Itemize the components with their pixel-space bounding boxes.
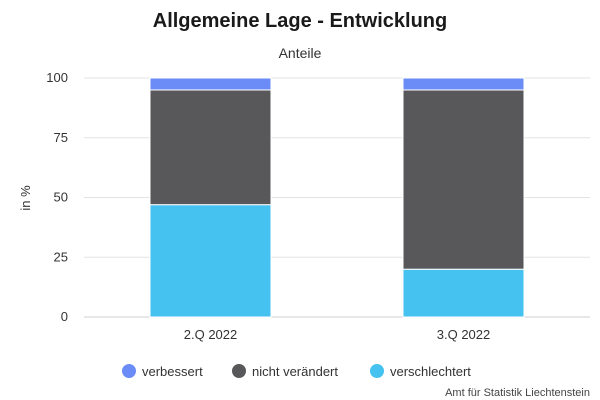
y-tick-label: 50 — [54, 190, 68, 205]
ticks: 0 25 50 75 100 2.Q 2022 3.Q 2022 — [46, 70, 490, 342]
bar-verbessert-1 — [402, 77, 525, 91]
legend-label: verbessert — [142, 364, 203, 379]
y-tick-label: 0 — [61, 309, 68, 324]
chart-title: Allgemeine Lage - Entwicklung — [153, 10, 448, 32]
y-tick-label: 75 — [54, 130, 68, 145]
bar-nicht-verändert-0 — [149, 89, 272, 206]
bar-verbessert-0 — [149, 77, 272, 91]
bars — [149, 77, 525, 318]
legend-swatch — [122, 364, 136, 378]
source-credit: Amt für Statistik Liechtenstein — [445, 387, 590, 399]
legend-swatch — [232, 364, 246, 378]
legend: verbessert nicht verändert verschlechtert — [122, 364, 471, 379]
legend-swatch — [370, 364, 384, 378]
bar-verschlechtert-1 — [402, 268, 525, 318]
bar-verschlechtert-0 — [149, 204, 272, 318]
x-tick-label: 2.Q 2022 — [184, 327, 238, 342]
bar-nicht-verändert-1 — [402, 89, 525, 270]
y-tick-label: 100 — [46, 70, 68, 85]
legend-item-nicht-verändert[interactable]: nicht verändert — [232, 364, 338, 379]
legend-item-verbessert[interactable]: verbessert — [122, 364, 203, 379]
chart-subtitle: Anteile — [279, 45, 322, 61]
legend-item-verschlechtert[interactable]: verschlechtert — [370, 364, 471, 379]
legend-label: nicht verändert — [252, 364, 338, 379]
y-axis-label: in % — [18, 185, 33, 211]
y-tick-label: 25 — [54, 249, 68, 264]
legend-label: verschlechtert — [390, 364, 471, 379]
x-tick-label: 3.Q 2022 — [437, 327, 491, 342]
